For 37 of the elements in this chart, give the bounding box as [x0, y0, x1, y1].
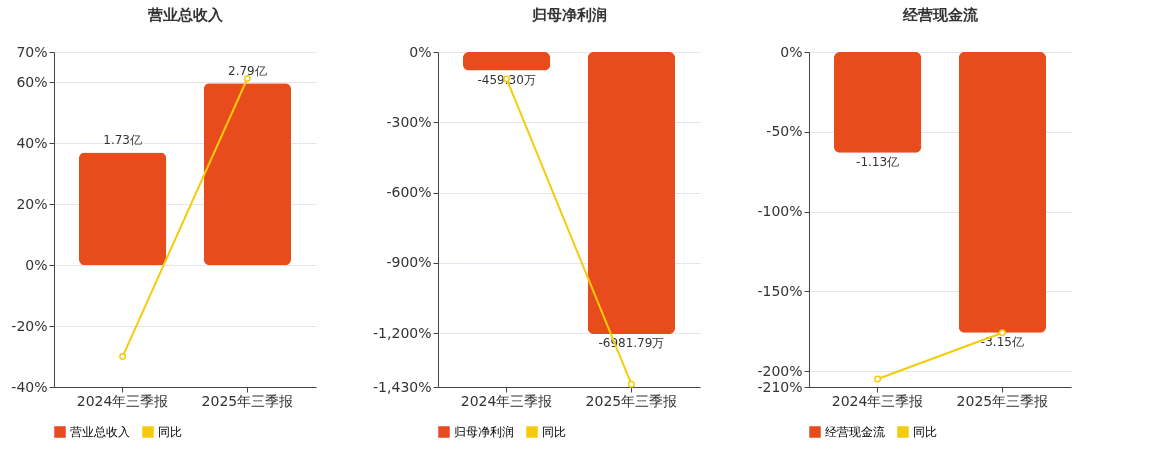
y-tick-label: -40%	[11, 378, 48, 395]
y-tick-label: -1,430%	[373, 378, 432, 395]
y-tick-label: -100%	[757, 203, 803, 220]
legend-label: 经营现金流	[825, 425, 885, 439]
data-label: 2.79亿	[228, 64, 267, 79]
y-tick-label: 0%	[409, 43, 432, 60]
y-tick-label: -20%	[11, 317, 48, 334]
legend-label: 营业总收入	[70, 425, 130, 439]
y-tick-label: 0%	[25, 256, 48, 273]
y-tick-label: 60%	[16, 73, 48, 90]
y-tick-label: 70%	[16, 43, 48, 60]
y-tick-label: -50%	[766, 123, 803, 140]
x-tick-label: 2025年三季报	[956, 392, 1049, 409]
y-tick-label: 0%	[780, 43, 803, 60]
chart-title: 营业总收入	[146, 6, 224, 24]
x-tick-label: 2024年三季报	[460, 392, 553, 409]
legend-label: 归母净利润	[454, 425, 514, 439]
y-tick-label: -150%	[757, 282, 803, 299]
x-tick-label: 2025年三季报	[201, 392, 294, 409]
chart-title: 经营现金流	[901, 6, 979, 24]
y-tick-label: -900%	[386, 254, 432, 271]
y-tick-label: -200%	[757, 362, 803, 379]
y-tick-label: -600%	[386, 184, 432, 201]
data-label: 1.73亿	[103, 133, 142, 148]
legend-label: 同比	[158, 425, 182, 439]
y-tick-label: 20%	[16, 195, 48, 212]
x-tick-label: 2024年三季报	[831, 392, 924, 409]
data-label: -1.13亿	[856, 154, 900, 169]
legend-label: 同比	[542, 425, 566, 439]
x-tick-label: 2025年三季报	[585, 392, 678, 409]
y-tick-label: 40%	[16, 134, 48, 151]
y-tick-label: -210%	[757, 378, 803, 395]
y-tick-label: -1,200%	[373, 324, 432, 341]
y-tick-label: -300%	[386, 113, 432, 130]
chart-title: 归母净利润	[530, 6, 607, 24]
legend-label: 同比	[913, 425, 937, 439]
x-tick-label: 2024年三季报	[76, 392, 169, 409]
